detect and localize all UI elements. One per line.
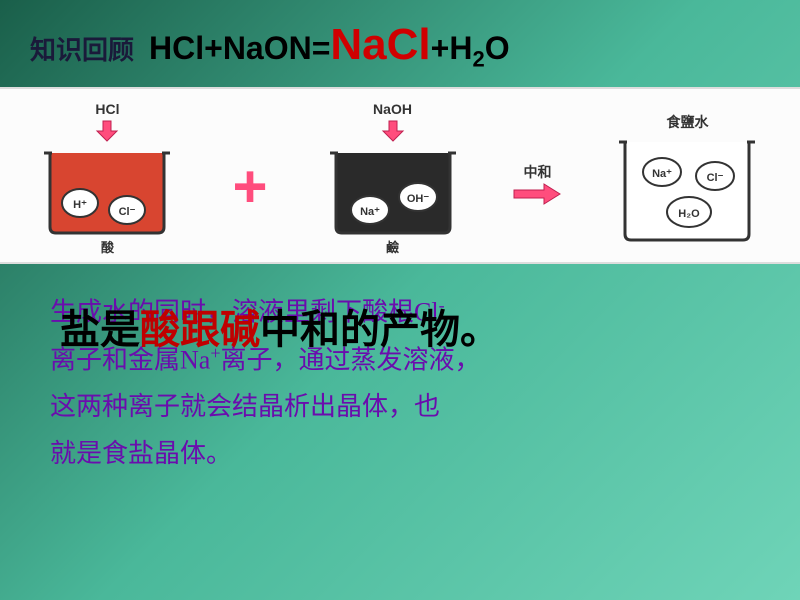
neutralize-label: 中和 <box>523 162 551 182</box>
svg-text:Na⁺: Na⁺ <box>653 168 673 180</box>
neutralize-arrow: 中和 <box>512 162 562 206</box>
header: 知识回顾 HCl+NaON=NaCl+H2O <box>0 0 800 82</box>
hcl-label: HCl <box>95 101 119 117</box>
beaker-base-group: NaOH Na⁺ OH⁻ 鹼 <box>328 101 458 256</box>
arrow-down-icon <box>93 119 121 143</box>
eq-left: HCl+NaON= <box>149 30 330 66</box>
beaker-base: Na⁺ OH⁻ <box>328 145 458 235</box>
naoh-label: NaOH <box>373 101 412 117</box>
review-label: 知识回顾 <box>30 30 134 67</box>
eq-sub: 2 <box>472 46 484 71</box>
plus-icon: + <box>227 152 272 221</box>
overlay-summary: 盐是酸跟碱中和的产物。 <box>60 297 500 355</box>
svg-text:Cl⁻: Cl⁻ <box>707 172 724 184</box>
equation: HCl+NaON=NaCl+H2O <box>149 20 510 72</box>
eq-right-post: O <box>485 30 510 66</box>
svg-text:OH⁻: OH⁻ <box>406 193 429 205</box>
acid-label: 酸 <box>101 237 114 256</box>
eq-right-pre: +H <box>431 30 473 66</box>
svg-text:Cl⁻: Cl⁻ <box>119 206 136 218</box>
reaction-diagram: HCl H⁺ Cl⁻ 酸 + NaOH Na <box>0 87 800 264</box>
explanation-block: 生成水的同时，溶液里剩下酸根Cl- 离子和金属Na+离子，通过蒸发溶液， 这两种… <box>0 269 800 478</box>
overlay-red: 酸跟碱 <box>140 308 260 352</box>
line4: 就是食盐晶体。 <box>50 439 232 468</box>
base-label: 鹼 <box>386 237 399 256</box>
svg-text:Na⁺: Na⁺ <box>360 206 380 218</box>
line3: 这两种离子就会结晶析出晶体，也 <box>50 392 440 421</box>
beaker-acid-group: HCl H⁺ Cl⁻ 酸 <box>42 101 172 256</box>
beaker-salt-group: 食鹽水 Na⁺ Cl⁻ H₂O <box>617 112 757 246</box>
eq-highlight: NaCl <box>330 20 430 69</box>
overlay-pre: 盐是 <box>60 308 140 352</box>
svg-text:H₂O: H₂O <box>679 208 701 220</box>
arrow-down-icon <box>379 119 407 143</box>
svg-text:H⁺: H⁺ <box>74 199 88 211</box>
overlay-post: 中和的产物。 <box>260 308 500 352</box>
arrow-right-icon <box>512 182 562 206</box>
saltwater-label: 食鹽水 <box>666 112 708 132</box>
beaker-salt: Na⁺ Cl⁻ H₂O <box>617 134 757 244</box>
beaker-acid: H⁺ Cl⁻ <box>42 145 172 235</box>
